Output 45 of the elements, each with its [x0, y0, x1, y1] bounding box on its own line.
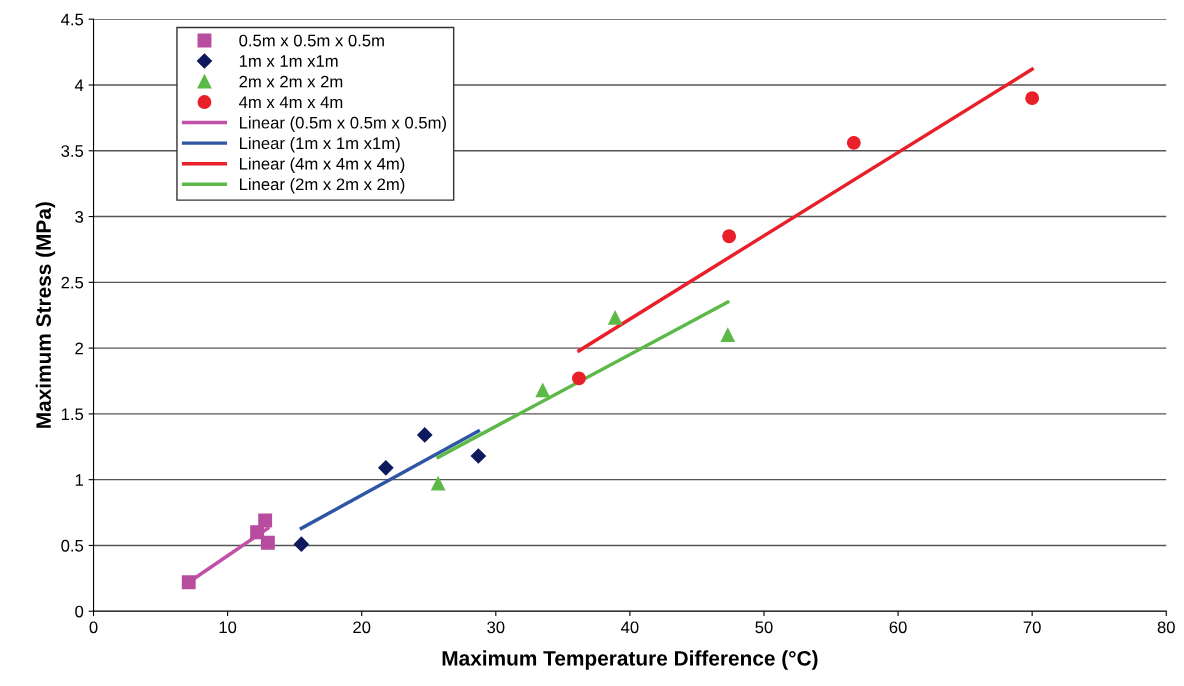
point	[608, 310, 623, 325]
y-axis-title: Maximum Stress (MPa)	[35, 202, 56, 428]
point	[250, 525, 265, 540]
y-tick-label: 4	[74, 79, 84, 92]
legend-label: 2m x 2m x 2m	[239, 75, 343, 88]
x-tick-label: 0	[89, 621, 98, 634]
x-tick-label: 70	[1023, 621, 1041, 634]
y-tick-label: 1.5	[61, 408, 84, 421]
point	[846, 135, 861, 150]
legend-label: 1m x 1m x1m	[239, 55, 338, 67]
y-tick-label: 1	[75, 474, 83, 486]
legend-label: Linear (2m x 2m x 2m)	[239, 177, 405, 194]
point	[417, 427, 433, 443]
y-tick-label: 0.5	[61, 539, 84, 552]
point	[431, 476, 446, 491]
legend-label: Linear (1m x 1m x1m)	[239, 136, 400, 153]
point	[378, 460, 394, 476]
point	[470, 448, 486, 464]
point	[258, 513, 273, 528]
y-tick-label: 2.5	[61, 276, 84, 289]
x-tick-label: 80	[1157, 621, 1175, 634]
y-tick-label: 2	[75, 342, 83, 355]
point	[181, 575, 196, 590]
legend-label: Linear (0.5m x 0.5m x 0.5m)	[239, 116, 446, 132]
y-tick-label: 4.5	[61, 13, 84, 26]
y-tick-label: 3.5	[61, 145, 84, 157]
point	[1025, 91, 1040, 106]
legend-label: 4m x 4m x 4m	[239, 96, 343, 108]
x-tick-label: 10	[219, 621, 237, 634]
x-tick-label: 50	[755, 621, 773, 634]
x-axis-title: Maximum Temperature Difference (°C)	[442, 650, 818, 670]
legend-label: Linear (4m x 4m x 4m)	[239, 157, 405, 173]
legend-label: 0.5m x 0.5m x 0.5m	[239, 34, 384, 47]
point	[722, 229, 737, 244]
x-tick-label: 20	[353, 621, 371, 634]
y-tick-label: 3	[75, 210, 84, 223]
point	[260, 535, 275, 550]
point	[293, 536, 309, 552]
x-tick-label: 60	[889, 621, 907, 634]
x-tick-label: 40	[621, 621, 639, 634]
y-tick-label: 0	[75, 605, 84, 618]
x-tick-label: 30	[487, 621, 505, 634]
point	[571, 371, 586, 386]
point	[535, 383, 550, 398]
point	[720, 328, 735, 342]
